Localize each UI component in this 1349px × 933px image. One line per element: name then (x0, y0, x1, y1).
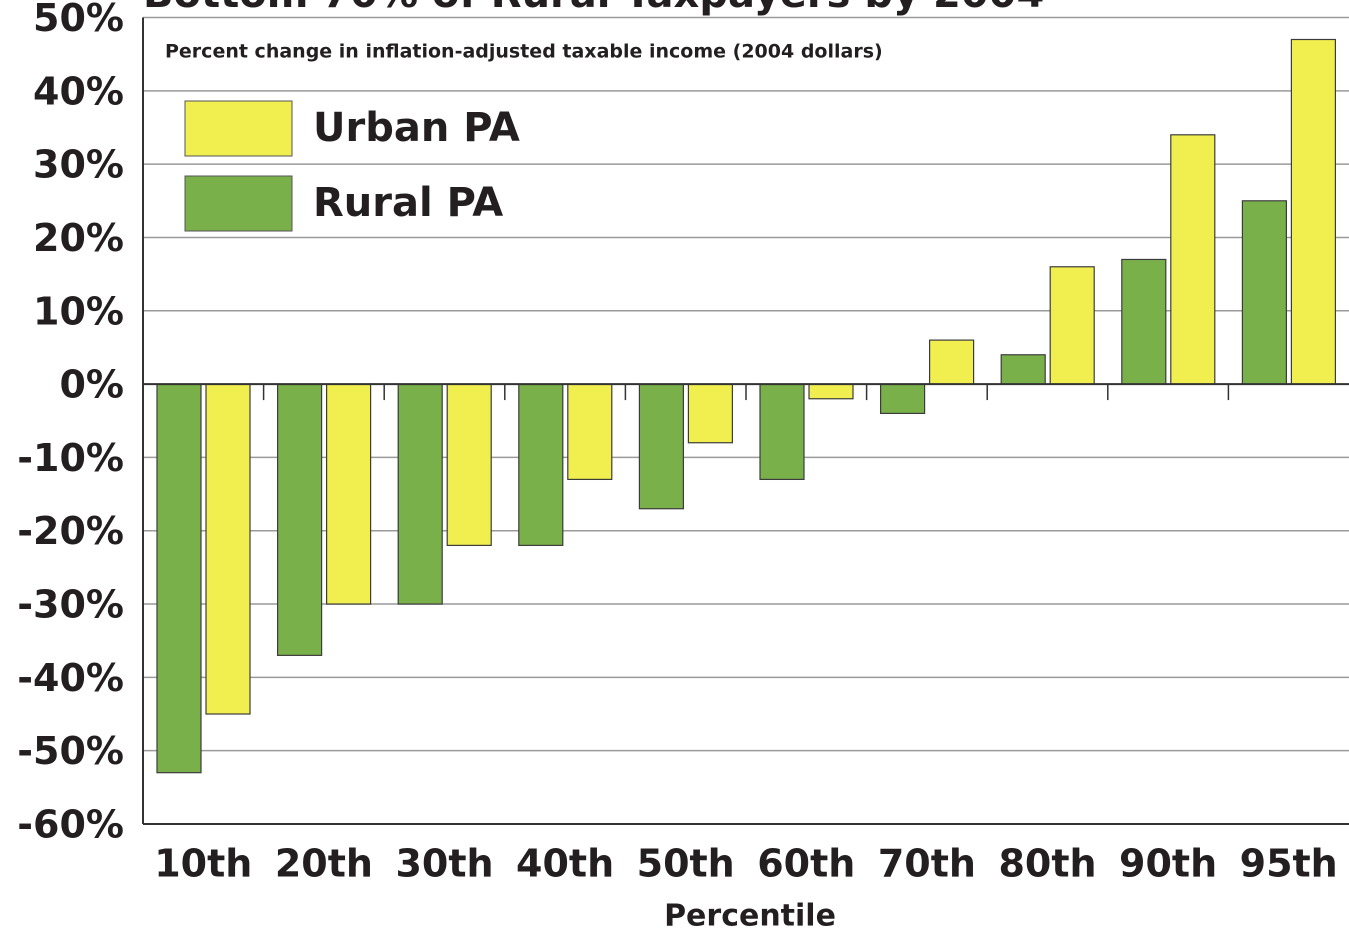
x-tick-label: 90th (1119, 842, 1217, 886)
y-tick-label: -30% (17, 583, 124, 627)
x-tick-label: 70th (878, 842, 976, 886)
bar (446, 383, 492, 546)
chart-title: Bottom 70% of Rural Taxpayers by 2004 (143, 0, 1044, 17)
y-tick-label: 0% (59, 363, 124, 407)
bar (1121, 258, 1167, 385)
x-tick-label: 40th (516, 842, 614, 886)
bar (518, 383, 564, 546)
bar (638, 383, 685, 510)
x-tick-label: 95th (1240, 842, 1338, 886)
x-axis-label: Percentile (664, 899, 836, 933)
y-tick-label: -50% (17, 729, 124, 773)
x-tick-label: 80th (998, 842, 1096, 886)
y-tick-label: -10% (17, 436, 124, 480)
bar (759, 383, 805, 481)
bar (1241, 200, 1288, 385)
x-tick-label: 60th (757, 842, 855, 886)
bar (277, 383, 323, 656)
y-tick-label: -60% (17, 803, 124, 847)
x-tick-label: 10th (154, 842, 252, 886)
x-tick-label: 50th (637, 842, 735, 886)
bar (1049, 266, 1095, 385)
y-tick-label: -40% (17, 656, 124, 700)
bar (687, 383, 734, 444)
y-tick-label: 50% (33, 0, 124, 40)
y-tick-label: 20% (33, 216, 124, 260)
x-tick-label: 20th (275, 842, 373, 886)
chart-subtitle: Percent change in inflation-adjusted tax… (165, 41, 883, 63)
y-tick-label: 30% (33, 143, 124, 187)
legend-label: Rural PA (313, 180, 503, 226)
bar (1000, 354, 1046, 385)
x-tick-label: 30th (395, 842, 493, 886)
bar (326, 383, 372, 605)
y-tick-label: -20% (17, 509, 124, 553)
bar (205, 383, 251, 715)
legend-swatch (184, 100, 293, 157)
bar (156, 383, 202, 774)
legend-swatch (184, 175, 293, 232)
bar (928, 339, 975, 385)
bar (1170, 134, 1216, 385)
y-tick-label: 40% (33, 69, 124, 113)
bar (808, 383, 854, 400)
bar (879, 383, 926, 415)
bar (397, 383, 443, 605)
y-tick-label: 10% (33, 289, 124, 333)
legend-label: Urban PA (313, 105, 520, 151)
bar (1290, 38, 1337, 385)
bar (567, 383, 613, 481)
